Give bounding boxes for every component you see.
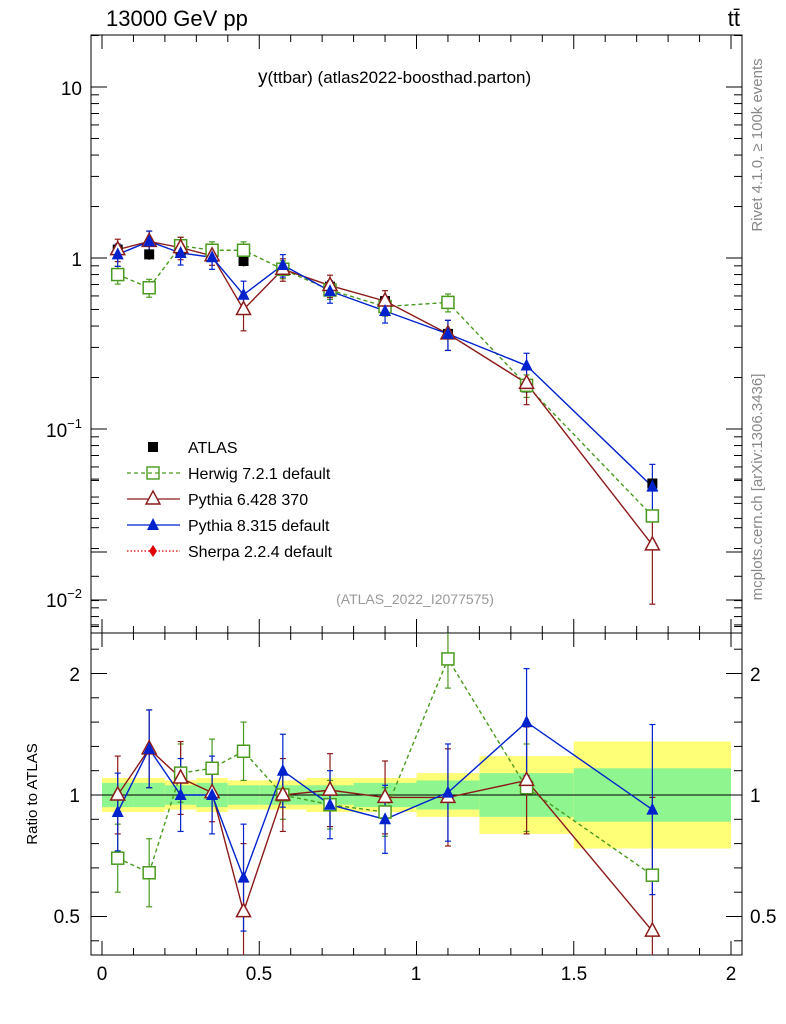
series-point — [143, 234, 156, 247]
ratio-point — [376, 787, 394, 804]
y-tick-label: 1 — [71, 250, 82, 271]
data-point — [144, 249, 155, 260]
ratio-point — [236, 744, 251, 759]
y-tick-label: 10 — [61, 79, 82, 100]
ratio-point — [110, 851, 125, 865]
ratio-tick-label: 1 — [69, 786, 80, 807]
series-point — [520, 358, 533, 371]
series-point — [276, 258, 289, 271]
process-label: tt̄ — [728, 6, 740, 31]
ratio-point — [379, 812, 392, 825]
ratio-point — [276, 763, 289, 776]
series-point — [646, 479, 659, 492]
rivet-label: Rivet 4.1.0, ≥ 100k events — [749, 58, 766, 231]
y-tick-label: 10−1 — [46, 416, 82, 442]
series-point — [441, 326, 454, 339]
x-tick-label: 1.5 — [561, 964, 587, 985]
ratio-point — [235, 902, 252, 918]
series-point — [142, 280, 156, 295]
ratio-point — [142, 866, 156, 880]
plot-title-y: y — [258, 67, 268, 88]
ratio-point — [111, 805, 124, 818]
legend-label-pythia8: Pythia 8.315 default — [188, 518, 330, 535]
ratio-point — [143, 741, 156, 754]
ratio-point — [324, 797, 337, 810]
ratio-point — [321, 780, 339, 796]
analysis-watermark: (ATLAS_2022_I2077575) — [336, 591, 494, 607]
ratio-point — [206, 788, 219, 800]
legend: ATLAS Herwig 7.2.1 default Pythia 6.428 … — [127, 440, 333, 561]
main-series — [109, 230, 661, 605]
series-point — [645, 509, 660, 523]
ratio-axis-label: Ratio to ATLAS — [24, 743, 41, 844]
ratio-point — [174, 788, 187, 800]
ratio-point — [646, 802, 659, 815]
x-tick-label: 1 — [411, 964, 422, 985]
ratio-tick-label-right: 0.5 — [750, 907, 776, 928]
legend-label-atlas: ATLAS — [188, 440, 238, 457]
ratio-point — [441, 785, 454, 798]
ratio-point — [172, 768, 189, 784]
plot-title: y(ttbar) (atlas2022-boosthad.parton) — [258, 67, 531, 88]
ratio-point — [644, 921, 661, 937]
ratio-tick-label: 2 — [69, 665, 80, 686]
series-point — [324, 284, 337, 297]
ratio-tick-label-right: 2 — [750, 665, 761, 686]
legend-marker-atlas — [148, 442, 158, 452]
plot-title-rest: (ttbar) (atlas2022-boosthad.parton) — [268, 68, 532, 87]
legend-label-herwig: Herwig 7.2.1 default — [188, 466, 331, 483]
y-tick-label: 10−2 — [46, 586, 82, 612]
series-point — [111, 247, 124, 260]
collision-label: 13000 GeV pp — [106, 6, 248, 31]
legend-marker-herwig — [146, 466, 160, 480]
series-point — [236, 243, 251, 257]
legend-label-sherpa: Sherpa 2.2.4 default — [188, 544, 333, 561]
x-tick-label: 0.5 — [246, 964, 272, 985]
ratio-tick-label: 0.5 — [54, 907, 80, 928]
legend-marker-pythia8 — [147, 518, 159, 530]
mcplots-label: mcplots.cern.ch [arXiv:1306.3436] — [749, 374, 766, 601]
ratio-point — [274, 785, 292, 801]
legend-marker-pythia6 — [144, 489, 162, 505]
series-point — [644, 535, 661, 551]
ratio-point — [205, 761, 219, 776]
legend-label-pythia6: Pythia 6.428 370 — [188, 492, 308, 509]
series-point — [110, 267, 125, 282]
ratio-point — [518, 770, 535, 787]
ratio-point — [109, 785, 126, 801]
x-tick-label: 2 — [726, 964, 737, 985]
ratio-point — [645, 868, 660, 882]
ratio-point — [237, 870, 250, 883]
series-point — [379, 303, 392, 316]
ratio-point — [441, 652, 455, 666]
axis-tick-labels: 0 0.5 1 1.5 2 10−2 10−1 1 10 0.5 1 2 0.5… — [46, 79, 776, 985]
data-point — [238, 256, 249, 267]
series-point — [237, 287, 250, 300]
ratio-series — [109, 633, 661, 955]
ratio-tick-label-right: 1 — [750, 786, 761, 807]
legend-marker-sherpa — [149, 545, 157, 557]
x-tick-label: 0 — [97, 964, 108, 985]
series-point — [174, 245, 187, 258]
series-point — [235, 299, 252, 316]
series-point — [441, 295, 455, 310]
ratio-point — [520, 715, 533, 728]
series-point — [206, 250, 219, 263]
series-point — [518, 373, 535, 390]
